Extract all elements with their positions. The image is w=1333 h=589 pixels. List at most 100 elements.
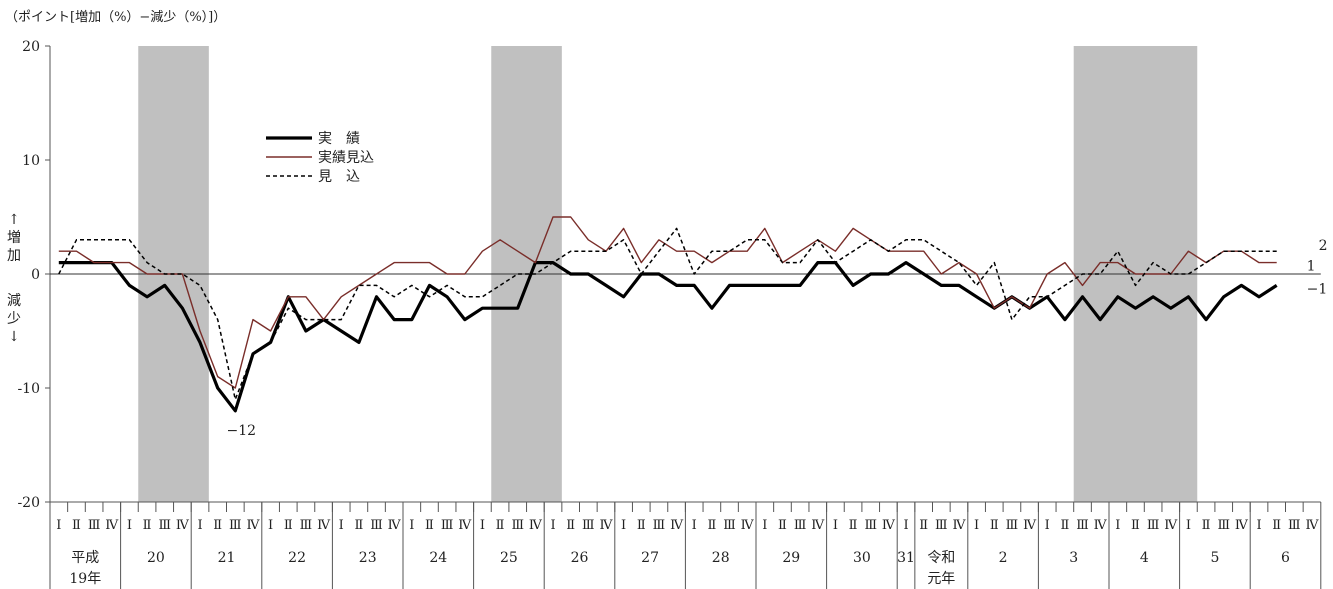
x-quarter-label: Ⅳ [952,518,966,533]
x-year-label: 5 [1210,550,1219,566]
x-quarter-label: Ⅱ [637,518,646,533]
side-label-down-char: ↓ [8,329,20,345]
x-quarter-label: Ⅳ [105,518,119,533]
series-lines [58,216,1278,413]
x-quarter-label: Ⅱ [143,518,152,533]
x-quarter-label: Ⅱ [425,518,434,533]
y-tick-label: 0 [31,267,40,283]
x-quarter-label: Ⅲ [88,518,101,533]
x-quarter-label: Ⅲ [653,518,666,533]
x-quarter-label: Ⅱ [1060,518,1069,533]
x-quarter-label: Ⅱ [354,518,363,533]
data-label: −1 [1307,281,1328,297]
side-label-up-char: 加 [7,248,21,264]
x-quarter-label: Ⅲ [1288,518,1301,533]
x-quarter-label: Ⅲ [229,518,242,533]
x-quarter-label: Ⅰ [56,518,61,533]
y-tick-label: 10 [22,153,40,169]
x-quarter-label: Ⅲ [158,518,171,533]
x-quarter-label: Ⅰ [550,518,555,533]
x-quarter-label: Ⅱ [496,518,505,533]
x-year-label: 21 [218,550,236,566]
series-line-2 [58,227,1277,401]
x-year-label: 25 [500,550,518,566]
data-label: −12 [227,423,257,439]
x-quarter-label: Ⅱ [284,518,293,533]
x-year-label: 2 [999,550,1008,566]
side-label-up-char: 増 [7,230,21,246]
x-quarter-label: Ⅲ [582,518,595,533]
x-quarter-label: Ⅱ [919,518,928,533]
x-quarter-label: Ⅲ [1076,518,1089,533]
x-year-label: 20 [147,550,165,566]
x-quarter-label: Ⅲ [864,518,877,533]
x-quarter-label: Ⅱ [849,518,858,533]
y-tick-label: 20 [22,39,40,55]
x-year-label: 28 [712,550,730,566]
x-quarter-label: Ⅰ [197,518,202,533]
x-quarter-label: Ⅲ [935,518,948,533]
x-quarter-label: Ⅱ [1131,518,1140,533]
x-quarter-label: Ⅲ [1147,518,1160,533]
x-quarter-label: Ⅳ [388,518,402,533]
x-quarter-label: Ⅳ [529,518,543,533]
legend-label-1: 実績見込 [318,150,374,166]
x-year-label: 26 [571,550,589,566]
x-quarter-label: Ⅰ [127,518,132,533]
x-quarter-label: Ⅱ [1202,518,1211,533]
x-year-label-line2: 19年 [69,571,101,587]
x-quarter-label: Ⅳ [1305,518,1319,533]
unit-label: （ポイント[増加（%）−減少（%）]） [5,10,227,25]
x-quarter-label: Ⅱ [990,518,999,533]
x-quarter-label: Ⅲ [794,518,807,533]
x-quarter-label: Ⅰ [762,518,767,533]
x-quarter-label: Ⅰ [1045,518,1050,533]
x-quarter-label: Ⅲ [511,518,524,533]
x-quarter-label: Ⅱ [213,518,222,533]
x-quarter-label: Ⅰ [1186,518,1191,533]
x-quarter-label: Ⅳ [317,518,331,533]
side-label-down-char: 減 [7,292,21,309]
series-line-1 [58,216,1277,389]
x-year-label: 27 [641,550,659,566]
x-quarter-label: Ⅰ [268,518,273,533]
x-year-label-line2: 元年 [927,571,955,587]
x-quarter-label: Ⅱ [707,518,716,533]
x-year-label: 29 [782,550,800,566]
y-tick-label: -20 [17,495,40,511]
legend-label-2: 見 込 [318,169,360,185]
data-label: 1 [1307,259,1316,275]
x-quarter-label: Ⅱ [1272,518,1281,533]
x-quarter-label: Ⅳ [176,518,190,533]
data-label: 2 [1319,238,1328,254]
x-year-label: 23 [359,550,377,566]
x-year-label: 令和 [927,550,955,566]
x-quarter-label: Ⅳ [1164,518,1178,533]
x-quarter-label: Ⅱ [72,518,81,533]
x-quarter-label: Ⅳ [811,518,825,533]
x-quarter-label: Ⅰ [339,518,344,533]
x-quarter-label: Ⅰ [1256,518,1261,533]
x-year-label: 平成 [71,550,99,566]
side-label-down-char: 少 [7,311,21,327]
x-quarter-label: Ⅰ [692,518,697,533]
x-quarter-label: Ⅰ [974,518,979,533]
side-label-up-char: ↑ [8,212,20,228]
x-quarter-label: Ⅲ [723,518,736,533]
x-quarter-label: Ⅱ [566,518,575,533]
x-quarter-label: Ⅲ [441,518,454,533]
x-quarter-label: Ⅳ [741,518,755,533]
x-year-label: 30 [853,550,871,566]
x-quarter-label: Ⅳ [1235,518,1249,533]
x-quarter-label: Ⅲ [370,518,383,533]
x-quarter-label: Ⅰ [833,518,838,533]
x-quarter-label: Ⅰ [409,518,414,533]
x-year-label: 22 [288,550,306,566]
x-quarter-label: Ⅲ [1217,518,1230,533]
x-quarter-label: Ⅲ [300,518,313,533]
x-year-label: 3 [1069,550,1078,566]
